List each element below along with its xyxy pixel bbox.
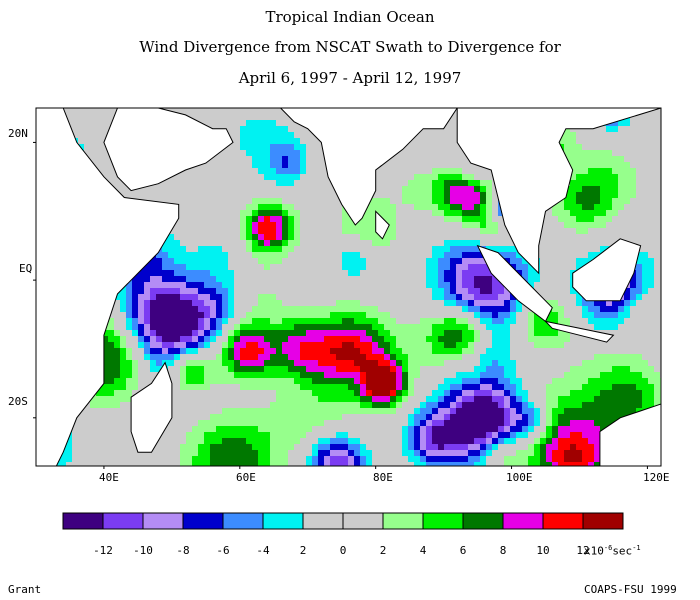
legend-tick-label: 12 xyxy=(576,544,590,557)
lat-label-20n: 20N xyxy=(8,127,28,140)
legend-tick-label: 10 xyxy=(536,544,550,557)
legend-swatch xyxy=(182,512,224,530)
land-africa xyxy=(36,108,180,466)
lon-label-40e: 40E xyxy=(99,471,119,484)
lat-label-20s: 20S xyxy=(8,395,28,408)
legend-swatch xyxy=(62,512,104,530)
legend-tick-label: 6 xyxy=(459,544,467,557)
legend-swatch xyxy=(542,512,584,530)
footer-credit: COAPS-FSU 1999 xyxy=(584,583,677,596)
legend-swatch xyxy=(382,512,424,530)
legend-tick-label: -6 xyxy=(216,544,230,557)
land-madagascar xyxy=(130,361,173,453)
title-line-1: Tropical Indian Ocean xyxy=(265,8,435,26)
plot-frame xyxy=(35,107,662,467)
legend-swatch xyxy=(422,512,464,530)
legend-tick-label: -8 xyxy=(176,544,190,557)
legend-swatch xyxy=(342,512,384,530)
legend-tick-label: -4 xyxy=(256,544,270,557)
color-legend xyxy=(62,512,624,530)
lon-label-80e: 80E xyxy=(373,471,393,484)
land-arabia xyxy=(103,108,234,192)
lon-label-120e: 120E xyxy=(643,471,670,484)
title-line-3: April 6, 1997 - April 12, 1997 xyxy=(238,69,462,87)
legend-swatch xyxy=(142,512,184,530)
footer-author: Grant xyxy=(8,583,42,596)
title-line-2: Wind Divergence from NSCAT Swath to Dive… xyxy=(139,38,561,56)
land-india xyxy=(253,108,458,226)
legend-tick-label: -12 xyxy=(93,544,113,557)
legend-swatch xyxy=(102,512,144,530)
legend-tick-label: 2 xyxy=(299,544,307,557)
legend-swatch xyxy=(262,512,304,530)
legend-tick-label: 0 xyxy=(339,544,347,557)
axis-ticks xyxy=(33,141,648,469)
legend-tick-label: 4 xyxy=(419,544,427,557)
land-sri-lanka xyxy=(375,210,390,240)
legend-tick-label: -10 xyxy=(133,544,153,557)
legend-swatch xyxy=(502,512,544,530)
legend-swatch xyxy=(462,512,504,530)
legend-tick-label: 2 xyxy=(379,544,387,557)
legend-tick-label: 8 xyxy=(499,544,507,557)
lon-label-100e: 100E xyxy=(506,471,533,484)
lon-label-60e: 60E xyxy=(236,471,256,484)
land-sumatra xyxy=(476,244,553,323)
land-borneo xyxy=(572,238,642,302)
land-masses xyxy=(36,108,661,466)
legend-swatch xyxy=(222,512,264,530)
legend-swatch xyxy=(582,512,624,530)
lat-label-eq: EQ xyxy=(19,262,33,275)
land-java xyxy=(543,320,615,343)
land-se-asia xyxy=(456,108,661,275)
land-australia xyxy=(599,403,661,466)
legend-swatch xyxy=(302,512,344,530)
legend-units: x10-6sec-1 xyxy=(584,544,641,558)
